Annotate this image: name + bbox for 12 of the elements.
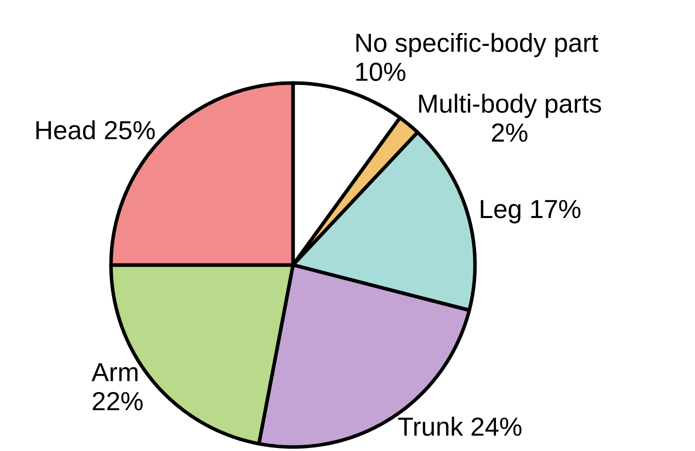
data-label: 10% (356, 62, 406, 82)
slice-label: Leg (480, 200, 520, 224)
data-label: 22% (92, 392, 143, 410)
slice-label: Arm (92, 363, 138, 382)
data-label: 24% (472, 417, 522, 436)
slice-label: No specific-body part (356, 32, 598, 58)
data-label: 25% (104, 120, 155, 140)
slice-label: Head (36, 120, 95, 140)
slice-label: Trunk (398, 416, 464, 436)
data-label: 17% (531, 200, 580, 218)
data-label: 2% (492, 123, 528, 142)
slice-label: Multi-body parts (419, 94, 601, 118)
